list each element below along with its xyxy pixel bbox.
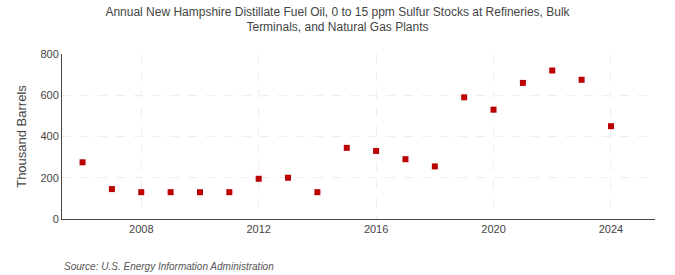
svg-text:400: 400 xyxy=(40,130,58,142)
svg-text:600: 600 xyxy=(40,89,58,101)
svg-text:2024: 2024 xyxy=(599,223,623,235)
svg-text:Thousand Barrels: Thousand Barrels xyxy=(14,85,29,188)
svg-text:Source: U.S. Energy Informatio: Source: U.S. Energy Information Administ… xyxy=(64,261,274,272)
svg-text:800: 800 xyxy=(40,48,58,60)
svg-text:2020: 2020 xyxy=(481,223,505,235)
svg-text:2008: 2008 xyxy=(129,223,153,235)
svg-text:200: 200 xyxy=(40,172,58,184)
svg-text:2012: 2012 xyxy=(246,223,270,235)
svg-text:2016: 2016 xyxy=(364,223,388,235)
svg-text:0: 0 xyxy=(53,213,59,225)
svg-text:Annual New Hampshire Distillat: Annual New Hampshire Distillate Fuel Oil… xyxy=(105,5,570,35)
